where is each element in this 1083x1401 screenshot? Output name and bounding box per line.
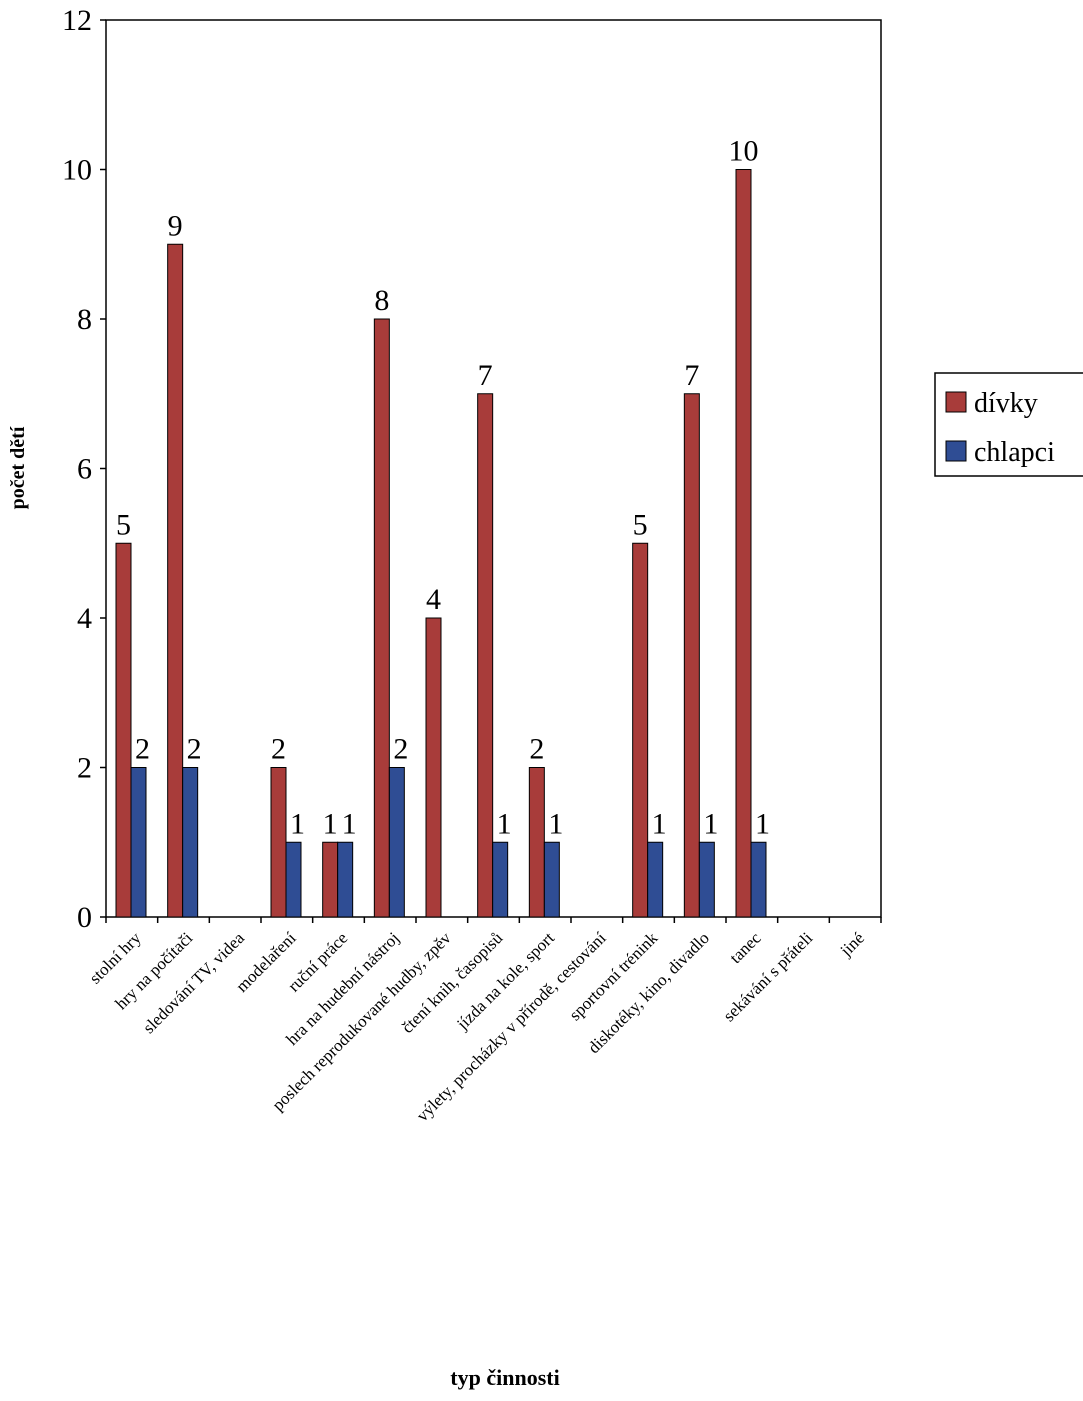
bar-divky bbox=[683, 393, 700, 918]
data-label-chlapci: 2 bbox=[393, 733, 408, 766]
bars bbox=[115, 169, 767, 918]
bar-chlapci bbox=[492, 841, 509, 918]
y-tick-label: 8 bbox=[77, 303, 92, 336]
data-label-divky: 5 bbox=[116, 508, 131, 541]
y-tick-label: 0 bbox=[77, 901, 92, 934]
x-tick-label: tanec bbox=[726, 928, 765, 967]
y-tick-label: 12 bbox=[62, 4, 92, 37]
data-label-chlapci: 1 bbox=[342, 807, 357, 840]
bar-divky bbox=[322, 841, 339, 918]
bar-divky bbox=[115, 542, 132, 918]
bar-divky bbox=[735, 169, 752, 918]
bar-chlapci bbox=[285, 841, 302, 918]
data-label-chlapci: 1 bbox=[755, 807, 770, 840]
x-axis-title: typ činnosti bbox=[450, 1365, 559, 1390]
data-label-divky: 5 bbox=[633, 508, 648, 541]
legend: dívky chlapci bbox=[934, 372, 1083, 477]
data-label-chlapci: 1 bbox=[290, 807, 305, 840]
bar-chlapci bbox=[698, 841, 715, 918]
data-label-divky: 2 bbox=[271, 733, 286, 766]
bar-chlapci bbox=[182, 767, 199, 918]
y-tick-label: 10 bbox=[62, 154, 92, 187]
bar-divky bbox=[632, 542, 649, 918]
data-label-divky: 4 bbox=[426, 583, 441, 616]
data-label-divky: 1 bbox=[323, 807, 338, 840]
data-label-divky: 10 bbox=[729, 135, 759, 168]
x-tick-label: jiné bbox=[836, 928, 868, 960]
y-tick-label: 6 bbox=[77, 453, 92, 486]
y-axis-title: počet dětí bbox=[7, 426, 29, 509]
legend-label-divky: dívky bbox=[974, 388, 1038, 419]
plot-area bbox=[105, 19, 882, 918]
legend-swatch-divky bbox=[945, 391, 967, 413]
bar-divky bbox=[477, 393, 494, 918]
data-label-chlapci: 1 bbox=[652, 807, 667, 840]
data-label-chlapci: 2 bbox=[135, 733, 150, 766]
legend-label-chlapci: chlapci bbox=[974, 437, 1055, 468]
bar-divky bbox=[270, 767, 287, 918]
data-label-chlapci: 2 bbox=[187, 733, 202, 766]
bar-divky bbox=[167, 243, 184, 918]
y-tick-label: 4 bbox=[77, 602, 92, 635]
data-label-chlapci: 1 bbox=[497, 807, 512, 840]
bar-divky bbox=[425, 617, 442, 918]
data-label-chlapci: 1 bbox=[703, 807, 718, 840]
data-label-chlapci: 1 bbox=[548, 807, 563, 840]
bar-divky bbox=[528, 767, 545, 918]
data-label-divky: 8 bbox=[374, 284, 389, 317]
bar-chlapci bbox=[388, 767, 405, 918]
bar-chlapci bbox=[543, 841, 560, 918]
y-tick-label: 2 bbox=[77, 752, 92, 785]
bar-divky bbox=[373, 318, 390, 918]
bar-chlapci bbox=[337, 841, 354, 918]
bar-chlapci bbox=[647, 841, 664, 918]
data-label-divky: 7 bbox=[478, 359, 493, 392]
data-label-divky: 9 bbox=[168, 209, 183, 242]
data-label-divky: 7 bbox=[684, 359, 699, 392]
x-tick-label: sportovní trénink bbox=[565, 928, 661, 1024]
x-tick-label: sekávání s přáteli bbox=[719, 928, 816, 1025]
bar-chlapci bbox=[750, 841, 767, 918]
bar-chlapci bbox=[130, 767, 147, 918]
data-label-divky: 2 bbox=[529, 733, 544, 766]
legend-swatch-chlapci bbox=[945, 440, 967, 462]
x-tick-label: výlety, procházky v přírodě, cestování bbox=[413, 928, 610, 1125]
